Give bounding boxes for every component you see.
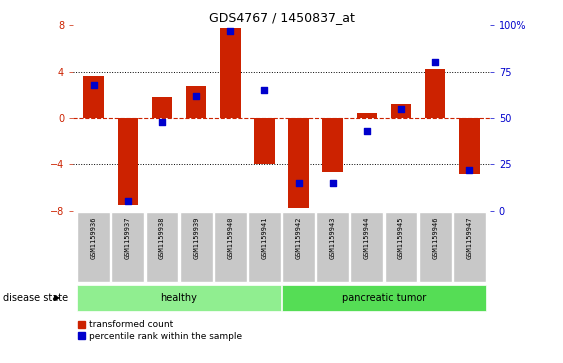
Point (465, 167, 474, 173)
Text: GSM1159947: GSM1159947 (466, 216, 472, 259)
Bar (118, 118, 138, 205)
Point (294, 180, 303, 186)
Point (191, 93, 200, 99)
Text: healthy: healthy (160, 293, 198, 303)
Bar (425, 69, 445, 118)
FancyBboxPatch shape (111, 212, 144, 282)
FancyBboxPatch shape (248, 212, 281, 282)
FancyBboxPatch shape (316, 212, 349, 282)
Bar (220, 28, 240, 118)
Bar (356, 113, 377, 118)
Title: GDS4767 / 1450837_at: GDS4767 / 1450837_at (208, 11, 355, 24)
Point (158, 119, 167, 125)
Point (123, 198, 132, 204)
Point (89, 82, 98, 87)
Point (226, 28, 235, 34)
Legend: transformed count, percentile rank within the sample: transformed count, percentile rank withi… (78, 320, 242, 341)
FancyBboxPatch shape (453, 212, 486, 282)
Bar (186, 86, 207, 118)
FancyBboxPatch shape (77, 212, 110, 282)
Text: pancreatic tumor: pancreatic tumor (342, 293, 426, 303)
FancyBboxPatch shape (282, 285, 486, 311)
Text: ▶: ▶ (53, 293, 60, 302)
Text: GSM1159943: GSM1159943 (330, 216, 336, 259)
Text: GSM1159940: GSM1159940 (227, 216, 233, 259)
FancyBboxPatch shape (385, 212, 417, 282)
Bar (83, 76, 104, 118)
Bar (152, 97, 172, 118)
FancyBboxPatch shape (351, 212, 383, 282)
Bar (391, 104, 411, 118)
Text: GSM1159942: GSM1159942 (296, 216, 302, 259)
Point (328, 180, 337, 186)
Text: GSM1159938: GSM1159938 (159, 216, 165, 259)
Text: disease state: disease state (3, 293, 68, 303)
Text: GSM1159944: GSM1159944 (364, 216, 370, 259)
Text: GSM1159937: GSM1159937 (125, 216, 131, 259)
Text: GSM1159939: GSM1159939 (193, 216, 199, 259)
Bar (288, 118, 309, 208)
FancyBboxPatch shape (214, 212, 247, 282)
FancyBboxPatch shape (282, 212, 315, 282)
FancyBboxPatch shape (180, 212, 212, 282)
Text: GSM1159945: GSM1159945 (398, 216, 404, 259)
Point (260, 87, 269, 93)
Bar (254, 118, 275, 164)
Bar (323, 118, 343, 172)
FancyBboxPatch shape (419, 212, 452, 282)
FancyBboxPatch shape (146, 212, 178, 282)
FancyBboxPatch shape (77, 285, 281, 311)
Point (396, 106, 405, 112)
Text: GSM1159946: GSM1159946 (432, 216, 438, 259)
Text: GSM1159941: GSM1159941 (261, 216, 267, 259)
Point (363, 128, 372, 134)
Point (431, 60, 440, 65)
Bar (459, 118, 480, 174)
Text: GSM1159936: GSM1159936 (91, 216, 97, 259)
